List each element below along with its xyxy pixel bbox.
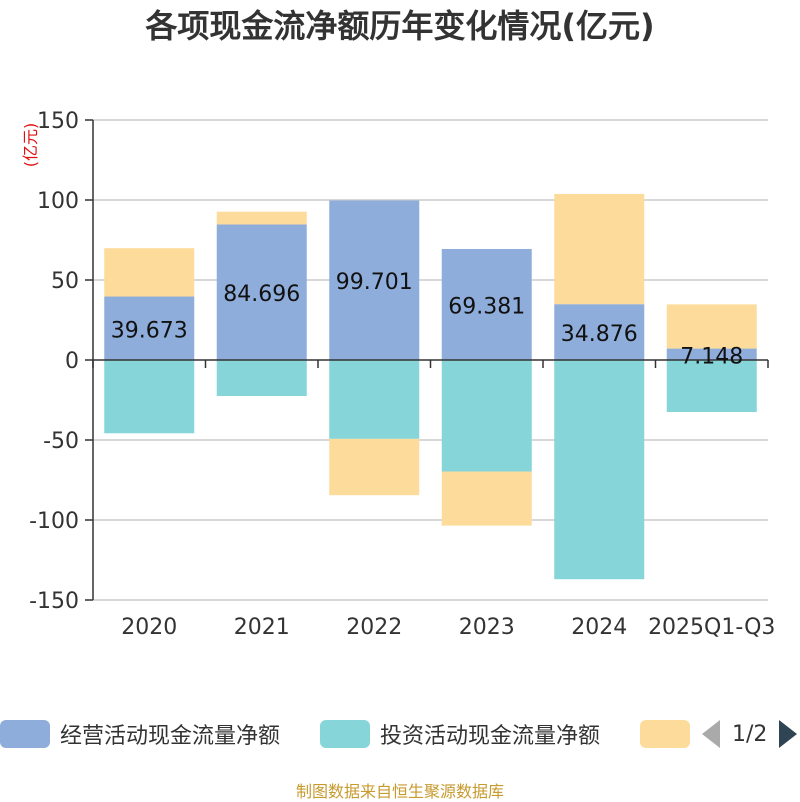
x-tick-label: 2023 [459,615,515,640]
x-tick-label: 2020 [121,615,177,640]
x-tick-label: 2022 [346,615,402,640]
bar-third [216,211,307,225]
legend-label-investing: 投资活动现金流量净额 [380,724,601,749]
bars [104,193,757,580]
bar-investing [104,360,195,434]
footer-source: 制图数据来自恒生聚源数据库 [295,782,504,801]
bar-operating [216,224,307,360]
bar-investing [666,360,757,412]
bar-investing [554,360,645,580]
y-tick-label: -50 [43,429,79,454]
legend-item-investing[interactable]: 投资活动现金流量净额 [320,716,600,752]
bar-third [329,438,420,496]
bar-third [441,471,532,526]
bar-operating [554,304,645,360]
bar-third [666,304,757,349]
x-tick-label: 2024 [571,615,627,640]
chart-title: 各项现金流净额历年变化情况(亿元) [145,7,655,45]
data-labels: 39.673 84.696 99.701 69.381 34.876 7.148 [111,270,743,369]
bar-operating [329,200,420,360]
legend-pager: 1/2 [700,716,800,752]
legend-item-third[interactable] [640,716,700,752]
data-label: 99.701 [336,270,413,295]
y-tick-label: 150 [37,109,79,134]
y-tick-label: -100 [29,509,79,534]
legend-label-operating: 经营活动现金流量净额 [60,724,281,749]
data-label: 34.876 [561,322,638,347]
bar-third [554,193,645,305]
data-label: 7.148 [680,344,743,369]
data-label: 69.381 [448,294,525,319]
pager-page-text: 1/2 [732,721,768,747]
bar-operating [104,296,195,360]
bar-operating [441,248,532,360]
y-tick-label: 100 [37,189,79,214]
bar-investing [216,360,307,396]
x-tick-label: 2025Q1-Q3 [648,615,775,640]
pager-prev-icon[interactable] [702,720,720,748]
bar-third [104,248,195,297]
legend-swatch-third [640,720,690,748]
x-tick-label: 2021 [234,615,290,640]
bar-operating [666,348,757,360]
y-tick-label: 0 [65,349,79,374]
axes: 150 100 50 0 -50 -100 -150 2020 2021 2022 2023 2024… [29,109,775,640]
data-label: 39.673 [111,318,188,343]
legend-item-operating[interactable]: 经营活动现金流量净额 [0,716,280,752]
legend-swatch-investing [320,720,370,748]
grid-lines [93,119,768,601]
y-axis-label: (亿元) [21,123,40,168]
bar-investing [329,360,420,439]
y-tick-label: -150 [29,589,79,614]
y-tick-label: 50 [51,269,79,294]
bar-investing [441,360,532,472]
legend-swatch-operating [0,720,50,748]
pager-next-icon[interactable] [779,720,798,748]
data-label: 84.696 [223,282,300,307]
